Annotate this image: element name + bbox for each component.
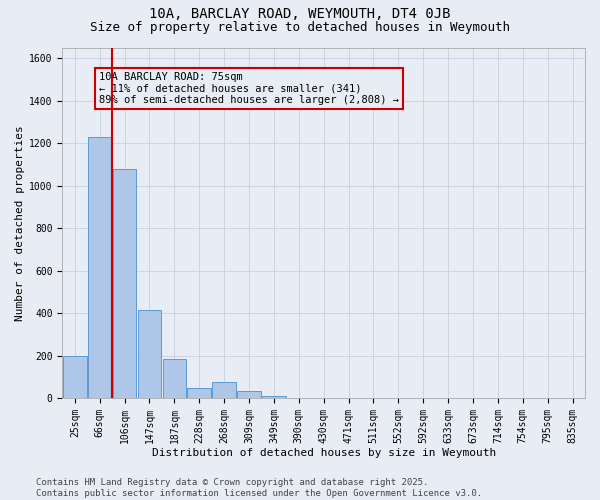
Y-axis label: Number of detached properties: Number of detached properties: [15, 125, 25, 321]
Bar: [262, 396, 286, 398]
Bar: [163, 359, 186, 399]
Text: 10A BARCLAY ROAD: 75sqm
← 11% of detached houses are smaller (341)
89% of semi-d: 10A BARCLAY ROAD: 75sqm ← 11% of detache…: [99, 72, 399, 106]
X-axis label: Distribution of detached houses by size in Weymouth: Distribution of detached houses by size …: [152, 448, 496, 458]
Text: 10A, BARCLAY ROAD, WEYMOUTH, DT4 0JB: 10A, BARCLAY ROAD, WEYMOUTH, DT4 0JB: [149, 8, 451, 22]
Bar: [137, 310, 161, 398]
Bar: [113, 168, 136, 398]
Text: Size of property relative to detached houses in Weymouth: Size of property relative to detached ho…: [90, 21, 510, 34]
Bar: [212, 382, 236, 398]
Bar: [237, 391, 261, 398]
Bar: [88, 137, 112, 398]
Bar: [187, 388, 211, 398]
Bar: [63, 356, 86, 399]
Text: Contains HM Land Registry data © Crown copyright and database right 2025.
Contai: Contains HM Land Registry data © Crown c…: [36, 478, 482, 498]
